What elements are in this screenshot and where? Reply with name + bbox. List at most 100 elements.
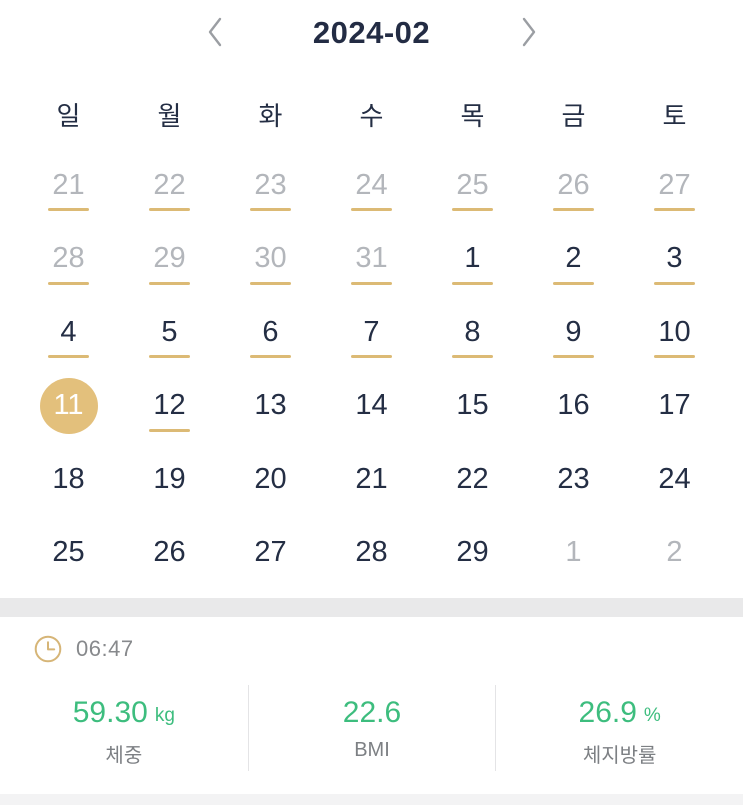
calendar-day[interactable]: 3: [624, 223, 725, 297]
day-underline-spacer: [553, 429, 594, 432]
day-number: 30: [254, 242, 287, 274]
calendar-day[interactable]: 4: [18, 296, 119, 370]
day-number: 28: [355, 536, 388, 568]
clock-icon: [33, 634, 63, 664]
weekday-label: 수: [359, 100, 384, 131]
stat-bmi[interactable]: 22.6 BMI: [247, 685, 496, 771]
calendar-day[interactable]: 9: [523, 296, 624, 370]
calendar-day[interactable]: 20: [220, 443, 321, 517]
calendar-day-selected[interactable]: 11: [18, 370, 119, 444]
record-stats: 59.30 kg 체중 22.6 BMI 26.9 % 체지방률: [0, 685, 743, 771]
calendar-day[interactable]: 6: [220, 296, 321, 370]
day-number: 22: [456, 462, 489, 495]
day-number: 21: [52, 168, 85, 201]
day-number: 25: [52, 536, 85, 568]
stat-bodyfat-value-line: 26.9 %: [579, 691, 661, 735]
calendar-day[interactable]: 1: [523, 517, 624, 591]
stat-weight[interactable]: 59.30 kg 체중: [0, 685, 248, 771]
day-underline-spacer: [553, 576, 594, 579]
day-underline-spacer: [250, 502, 291, 505]
calendar-day[interactable]: 2: [523, 223, 624, 297]
day-underline-spacer: [250, 429, 291, 432]
calendar-day[interactable]: 27: [220, 517, 321, 591]
calendar-grid: 21 22 23 24 25 26 27 28 29 30 31 1 2 3 4 5 6 7 8 9 10 11 12 13 1…: [0, 149, 743, 590]
calendar-day[interactable]: 26: [523, 149, 624, 223]
calendar-day[interactable]: 25: [18, 517, 119, 591]
day-number: 19: [153, 462, 186, 495]
calendar-day[interactable]: 16: [523, 370, 624, 444]
calendar-day[interactable]: 15: [422, 370, 523, 444]
next-month-button[interactable]: [512, 13, 546, 53]
calendar-day[interactable]: 2: [624, 517, 725, 591]
stat-bmi-value: 22.6: [342, 696, 402, 729]
calendar-day[interactable]: 24: [321, 149, 422, 223]
stat-bmi-value-line: 22.6: [343, 691, 401, 735]
day-underline-spacer: [351, 502, 392, 505]
day-number: 20: [254, 462, 287, 495]
calendar-day[interactable]: 27: [624, 149, 725, 223]
day-underline-spacer: [149, 576, 190, 579]
calendar-day[interactable]: 5: [119, 296, 220, 370]
calendar-day[interactable]: 19: [119, 443, 220, 517]
calendar-day[interactable]: 13: [220, 370, 321, 444]
prev-month-button[interactable]: [198, 13, 232, 53]
calendar-day[interactable]: 21: [18, 149, 119, 223]
day-number: 31: [355, 242, 388, 274]
weekday-label: 목: [460, 100, 485, 131]
day-underline-spacer: [452, 502, 493, 505]
calendar-day[interactable]: 14: [321, 370, 422, 444]
day-number: 2: [666, 536, 683, 568]
day-underline-spacer: [149, 502, 190, 505]
record-header: 06:47: [33, 633, 743, 665]
day-number: 5: [161, 315, 178, 348]
calendar-day[interactable]: 17: [624, 370, 725, 444]
calendar-day[interactable]: 26: [119, 517, 220, 591]
stat-weight-value: 59.30: [72, 696, 148, 729]
calendar-day[interactable]: 7: [321, 296, 422, 370]
calendar-day[interactable]: 25: [422, 149, 523, 223]
calendar-day[interactable]: 12: [119, 370, 220, 444]
day-number: 13: [254, 389, 287, 421]
day-record-underline: [452, 208, 493, 211]
calendar-day[interactable]: 22: [119, 149, 220, 223]
day-record-underline: [48, 355, 89, 358]
calendar-day[interactable]: 28: [321, 517, 422, 591]
day-record-underline: [149, 355, 190, 358]
weekday-label: 토: [662, 100, 687, 131]
day-record-underline: [452, 281, 493, 285]
day-number: 26: [153, 536, 186, 568]
day-underline-spacer: [351, 576, 392, 579]
calendar-day[interactable]: 28: [18, 223, 119, 297]
day-record-underline: [654, 208, 695, 211]
calendar-day[interactable]: 1: [422, 223, 523, 297]
calendar-day[interactable]: 29: [422, 517, 523, 591]
stat-bodyfat[interactable]: 26.9 % 체지방률: [495, 685, 743, 771]
calendar-day[interactable]: 23: [220, 149, 321, 223]
calendar-day[interactable]: 18: [18, 443, 119, 517]
calendar-day[interactable]: 23: [523, 443, 624, 517]
day-record-underline: [149, 208, 190, 211]
day-record-underline: [553, 281, 594, 285]
day-record-underline: [250, 355, 291, 358]
day-record-underline: [553, 355, 594, 358]
calendar-day[interactable]: 29: [119, 223, 220, 297]
day-number: 23: [254, 168, 287, 201]
day-record-underline: [351, 281, 392, 285]
calendar-day[interactable]: 24: [624, 443, 725, 517]
calendar-day[interactable]: 8: [422, 296, 523, 370]
calendar-day[interactable]: 22: [422, 443, 523, 517]
day-underline-spacer: [553, 502, 594, 505]
day-record-underline: [48, 208, 89, 211]
stat-weight-label: 체중: [105, 745, 143, 767]
calendar-day[interactable]: 30: [220, 223, 321, 297]
calendar-day[interactable]: 31: [321, 223, 422, 297]
day-record-underline: [149, 281, 190, 285]
day-record-underline: [452, 355, 493, 358]
calendar-day[interactable]: 21: [321, 443, 422, 517]
day-record-underline: [250, 281, 291, 285]
weekday-label: 일: [56, 100, 81, 131]
bottom-scroll-band[interactable]: [0, 794, 743, 805]
day-number: 1: [565, 536, 582, 568]
calendar-day[interactable]: 10: [624, 296, 725, 370]
